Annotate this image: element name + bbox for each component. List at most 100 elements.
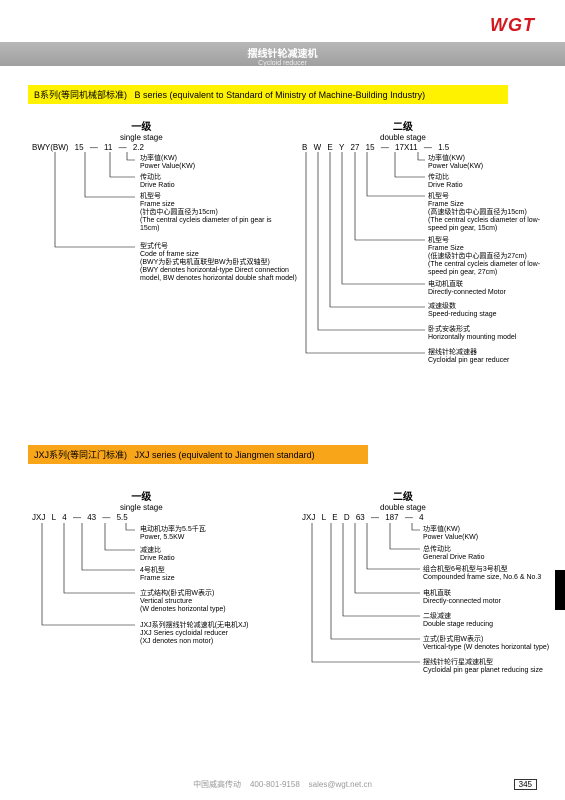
cn: 机型号 (428, 193, 553, 201)
en: Drive Ratio (140, 555, 280, 563)
section-j-en: JXJ series (equivalent to Jiangmen stand… (135, 450, 315, 460)
en: JXJ Series cycloidal reducer (140, 630, 300, 638)
seg: 63 (356, 513, 365, 522)
cn: 功率值(KW) (428, 155, 548, 163)
en: Compounded frame size, No.6 & No.3 (423, 574, 558, 582)
j-s-item0: 电动机功率为5.5千瓦Power, 5.5KW (140, 526, 280, 542)
cn: 摆线针轮行星减速机型 (423, 659, 558, 667)
b-double-en: double stage (380, 133, 426, 142)
j-d-item2: 组合机型6号机型与3号机型Compounded frame size, No.6… (423, 566, 558, 582)
cn: 立式结构(卧式用W表示) (140, 590, 290, 598)
j-s-item3: 立式结构(卧式用W表示)Vertical structure(W denotes… (140, 590, 290, 614)
j-double-cn: 二级 (380, 488, 426, 503)
en2: (The central cycleis diameter of pin gea… (140, 217, 290, 233)
en2: (The central cycleis diameter of low-spe… (428, 217, 553, 233)
seg: BWY(BW) (32, 143, 68, 152)
cn: 电机直联 (423, 590, 553, 598)
seg: JXJ (302, 513, 315, 522)
j-s-item2: 4号机型Frame size (140, 567, 280, 583)
title-banner: 摆线针轮减速机 Cycloid reducer (0, 42, 565, 66)
seg: 15 (366, 143, 375, 152)
b-single-lines (30, 152, 130, 312)
j-d-item4: 二级减速Double stage reducing (423, 613, 553, 629)
b-d-item3: 机型号Frame Size(低速级针齿中心圆直径为27cm)(The centr… (428, 237, 553, 277)
en2: (W denotes horizontal type) (140, 606, 290, 614)
en: Power Value(KW) (428, 163, 548, 171)
b-single-title: 一级 single stage (120, 118, 163, 142)
cn: 立式(卧式用W表示) (423, 636, 558, 644)
section-b-header: B系列(等同机械部标准) B series (equivalent to Sta… (28, 85, 508, 104)
seg: JXJ (32, 513, 45, 522)
j-double-code: JXJ L E D 63 — 187 — 4 (300, 513, 426, 522)
side-tab (555, 570, 565, 610)
b-single-cn: 一级 (120, 118, 163, 133)
b-s-item3: 型式代号 Code of frame size (BWY为卧式电机直联型BW为卧… (140, 243, 300, 283)
b-double-title: 二级 double stage (380, 118, 426, 142)
b-double-code: B W E Y 27 15 — 17X11 — 1.5 (300, 143, 451, 152)
en: Horizontally mounting model (428, 334, 548, 342)
seg: 1.5 (438, 143, 449, 152)
cn: 型式代号 (140, 243, 300, 251)
footer-email: sales@wgt.net.cn (309, 780, 372, 789)
en2: (The central cycleis diameter of low-spe… (428, 261, 553, 277)
b-d-item7: 摆线针轮减速器Cycloidal pin gear reducer (428, 349, 548, 365)
section-j-cn: JXJ系列(等同江门标准) (34, 450, 127, 460)
footer-company: 中国威高传动 (193, 780, 241, 789)
j-double-lines (300, 523, 430, 743)
en: Drive Ratio (140, 182, 280, 190)
seg: B (302, 143, 307, 152)
b-d-item6: 卧式安装形式Horizontally mounting model (428, 326, 548, 342)
seg: — (90, 143, 98, 152)
b-single-code: BWY(BW) 15 — 11 — 2.2 (30, 143, 146, 152)
section-b-cn: B系列(等同机械部标准) (34, 90, 127, 100)
seg: 5.5 (117, 513, 128, 522)
seg: 4 (419, 513, 423, 522)
brand-logo: WGT (490, 15, 535, 36)
cn: 摆线针轮减速器 (428, 349, 548, 357)
en: Drive Ratio (428, 182, 548, 190)
b-double-lines (300, 152, 430, 402)
j-d-item6: 摆线针轮行星减速机型Cycloidal pin gear planet redu… (423, 659, 558, 675)
seg: E (332, 513, 337, 522)
en: Directly-connected motor (423, 598, 553, 606)
page-number: 345 (514, 779, 537, 790)
en: General Drive Ratio (423, 554, 553, 562)
seg: — (381, 143, 389, 152)
j-d-item3: 电机直联Directly-connected motor (423, 590, 553, 606)
en: Power Value(KW) (140, 163, 280, 171)
cn: 总传动比 (423, 546, 553, 554)
j-s-item4: JXJ系列摆线针轮减速机(无电机XJ)JXJ Series cycloidal … (140, 622, 300, 646)
en: Vertical structure (140, 598, 290, 606)
seg: — (102, 513, 110, 522)
footer: 中国威高传动 400-801-9158 sales@wgt.net.cn (0, 779, 565, 790)
en: Frame Size (428, 245, 553, 253)
cn: 减速比 (140, 547, 280, 555)
en: Cycloidal pin gear planet reducing size (423, 667, 558, 675)
cn2: (高速级针齿中心圆直径为15cm) (428, 209, 553, 217)
cn2: (低速级针齿中心圆直径为27cm) (428, 253, 553, 261)
en: Double stage reducing (423, 621, 553, 629)
b-s-item0: 功率值(KW) Power Value(KW) (140, 155, 280, 171)
b-d-item5: 减速级数Speed-reducing stage (428, 303, 548, 319)
en: Code of frame size (140, 251, 300, 259)
seg: — (405, 513, 413, 522)
en: Power, 5.5KW (140, 534, 280, 542)
seg: L (322, 513, 326, 522)
j-single-code: JXJ L 4 — 43 — 5.5 (30, 513, 130, 522)
seg: 27 (351, 143, 360, 152)
j-single-cn: 一级 (120, 488, 163, 503)
en: Frame size (140, 201, 290, 209)
section-b-en: B series (equivalent to Standard of Mini… (135, 90, 426, 100)
j-s-item1: 减速比Drive Ratio (140, 547, 280, 563)
cn: 卧式安装形式 (428, 326, 548, 334)
cn: 机型号 (140, 193, 290, 201)
en2: (XJ denotes non motor) (140, 638, 300, 646)
seg: 4 (62, 513, 66, 522)
seg: — (371, 513, 379, 522)
seg: 187 (385, 513, 398, 522)
banner-cn: 摆线针轮减速机 (248, 49, 318, 60)
cn: 功率值(KW) (423, 526, 553, 534)
en: Frame Size (428, 201, 553, 209)
seg: D (344, 513, 350, 522)
en2: (BWY denotes horizontal-type Direct conn… (140, 267, 300, 283)
